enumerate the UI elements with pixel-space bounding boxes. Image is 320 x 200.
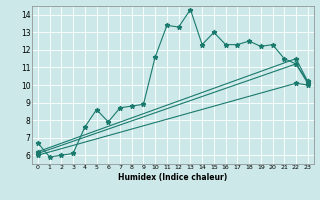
X-axis label: Humidex (Indice chaleur): Humidex (Indice chaleur) (118, 173, 228, 182)
